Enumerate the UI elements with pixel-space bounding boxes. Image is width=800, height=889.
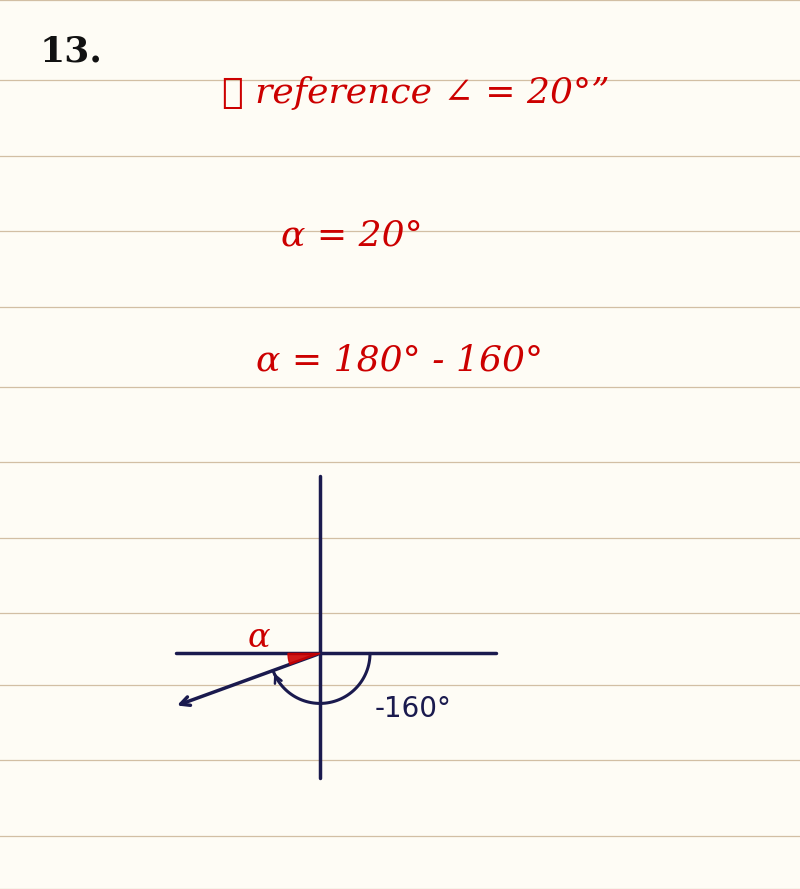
Text: 13.: 13. bbox=[40, 35, 103, 68]
Polygon shape bbox=[288, 653, 320, 664]
Text: α = 180° - 160°: α = 180° - 160° bbox=[257, 343, 543, 377]
Text: -160°: -160° bbox=[375, 695, 452, 724]
Text: α: α bbox=[248, 622, 270, 654]
Text: ∴ reference ∠ = 20°”: ∴ reference ∠ = 20°” bbox=[222, 76, 610, 110]
Text: α = 20°: α = 20° bbox=[281, 219, 423, 252]
